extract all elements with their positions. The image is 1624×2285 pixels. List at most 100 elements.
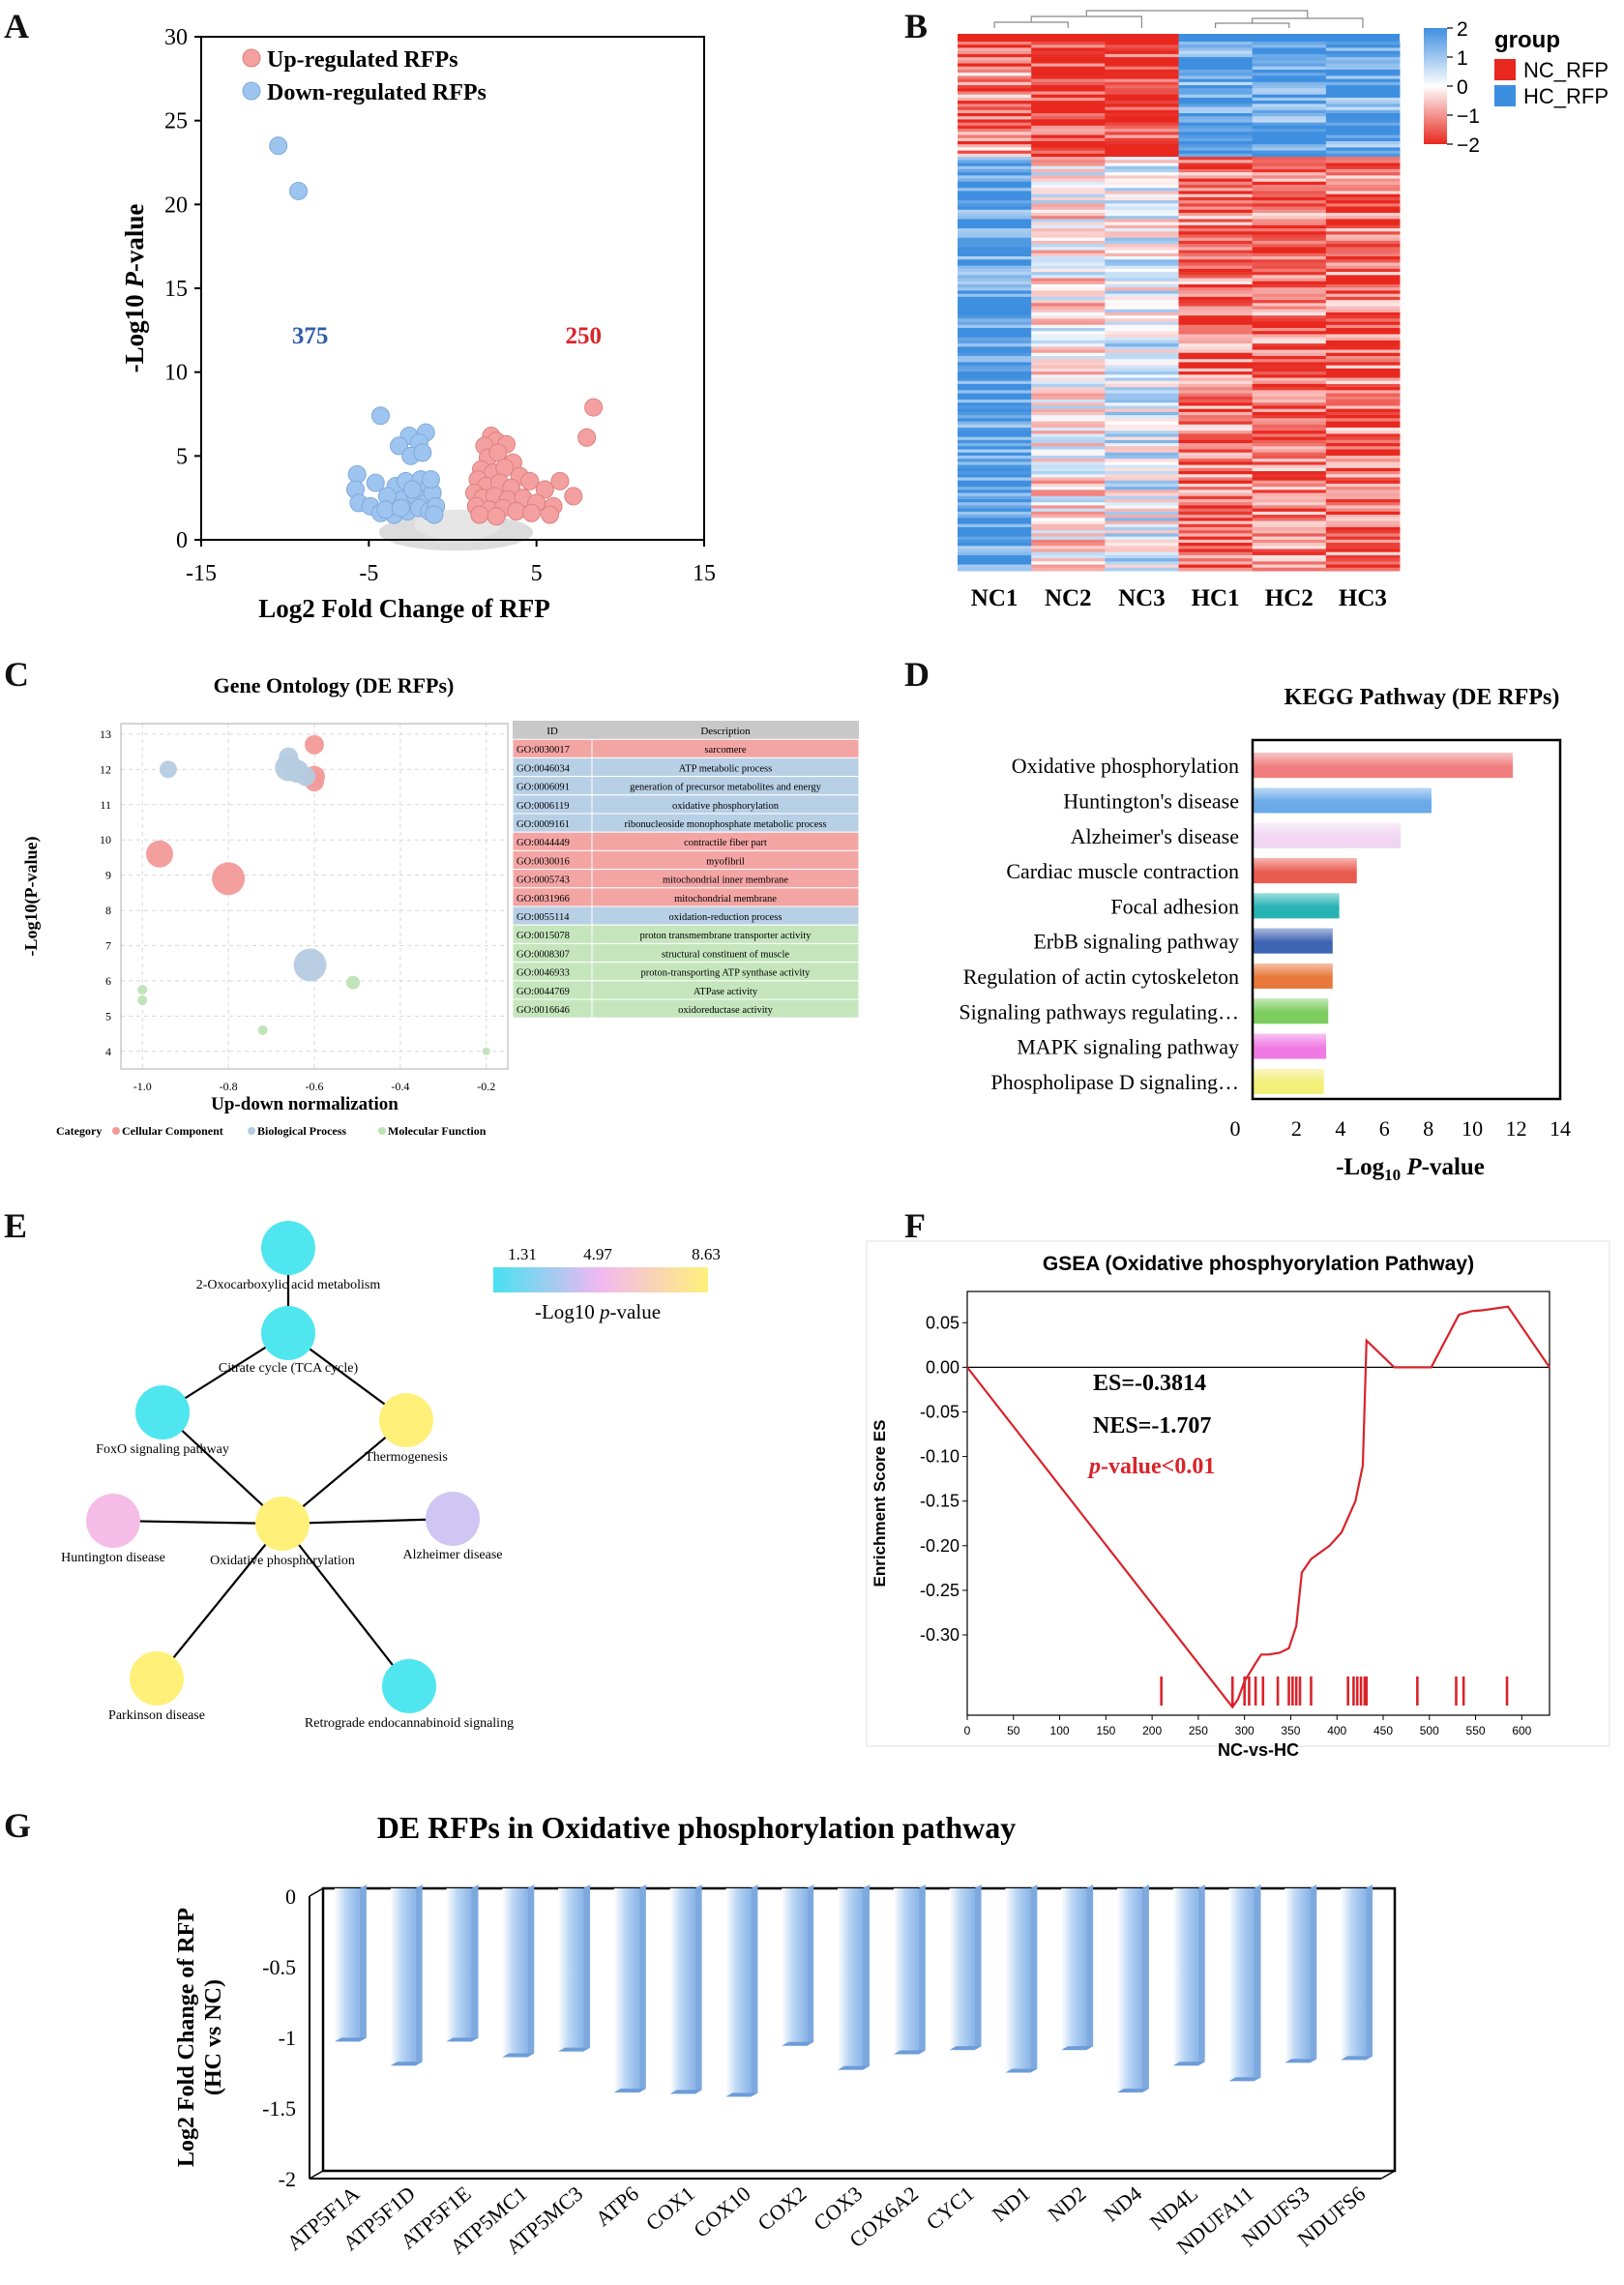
heatmap-cell: [1252, 47, 1327, 52]
heatmap-cell: [958, 181, 1032, 186]
heatmap-cell: [958, 193, 1032, 198]
heatmap-cell: [958, 331, 1032, 335]
heatmap-cell: [1178, 449, 1254, 454]
legend-marker: [242, 81, 261, 101]
heatmap-cell: [1325, 181, 1401, 186]
heatmap-cell: [1031, 561, 1106, 566]
heatmap-cell: [1031, 346, 1106, 351]
heatmap-cell: [1031, 144, 1106, 148]
heatmap-cell: [1105, 132, 1179, 136]
scale-tick-label: −2: [1457, 134, 1480, 157]
heatmap-cell: [1105, 383, 1179, 388]
heatmap-cell: [1252, 188, 1327, 192]
heatmap-cell: [1178, 50, 1254, 55]
heatmap-cell: [1252, 244, 1327, 248]
heatmap-cell: [958, 290, 1032, 295]
category-label: Regulation of actin cytoskeleton: [963, 964, 1239, 989]
heatmap-cell: [958, 125, 1032, 130]
heatmap-cell: [1031, 165, 1106, 170]
heatmap-cell: [958, 185, 1032, 189]
heatmap-cell: [1031, 567, 1106, 572]
heatmap-cell: [958, 281, 1032, 285]
table-row: GO:0009161 ribonucleoside monophosphate m…: [512, 813, 860, 833]
heatmap-cell: [1325, 464, 1401, 469]
category-label: ErbB signaling pathway: [1033, 930, 1239, 954]
heatmap-cell: [1178, 343, 1254, 347]
heatmap-cell: [1178, 492, 1254, 497]
heatmap-cell: [1031, 352, 1106, 357]
heatmap-cell: [1252, 408, 1327, 413]
go-bubble-chart: Gene Ontology (DE RFPs) 4 5 6 7 8 9 10 11 12 13 -1.…: [21, 673, 860, 1138]
heatmap-cell: [1105, 337, 1179, 341]
heatmap-cell: [1325, 365, 1401, 370]
heatmap-cell: [1325, 515, 1401, 519]
heatmap-cell: [1178, 405, 1254, 410]
network-node: [382, 1659, 436, 1713]
heatmap-cell: [1031, 415, 1106, 419]
heatmap-cell: [1325, 349, 1401, 354]
heatmap-cell: [1252, 340, 1327, 344]
bubble: [293, 948, 327, 982]
heatmap-cell: [1105, 224, 1179, 229]
heatmap-cell: [1105, 455, 1179, 460]
heatmap-cell: [1178, 411, 1254, 416]
heatmap-cell: [1325, 343, 1401, 347]
heatmap-cell: [1031, 546, 1106, 549]
table-row: GO:0044769 ATPase activity: [512, 980, 860, 1000]
bar: [669, 1888, 695, 2094]
y-tick-label: 13: [100, 727, 111, 741]
bar: [558, 1888, 584, 2052]
heatmap-cell: [1031, 433, 1106, 438]
heatmap-cell: [1252, 449, 1327, 454]
bar: [613, 1888, 639, 2092]
heatmap-cell: [1031, 495, 1106, 500]
heatmap-cell: [1031, 355, 1106, 360]
heatmap-cell: [1105, 63, 1179, 68]
heatmap-cell: [958, 101, 1032, 104]
heatmap-cell: [1252, 380, 1327, 385]
heatmap-cell: [1031, 247, 1106, 252]
heatmap-cell: [1105, 530, 1179, 534]
y-tick-label: 7: [105, 939, 111, 953]
heatmap-cell: [958, 147, 1032, 152]
heatmap-cell: [1031, 53, 1106, 58]
y-tick-label: 30: [164, 25, 188, 50]
heatmap-cell: [1252, 290, 1327, 295]
heatmap-cell: [1105, 209, 1179, 214]
heatmap-cell: [1031, 362, 1106, 367]
heatmap-cell: [1105, 85, 1179, 89]
heatmap-cell: [1252, 109, 1327, 114]
heatmap-cell: [1325, 396, 1401, 401]
heatmap-cell: [1325, 362, 1401, 367]
heatmap-cell: [1252, 498, 1327, 503]
heatmap-cell: [1178, 427, 1254, 431]
heatmap-cell: [1325, 355, 1401, 360]
heatmap-cell: [1325, 119, 1401, 124]
table-row: GO:0044449 contractile fiber part: [512, 831, 860, 851]
heatmap-cell: [1105, 520, 1179, 525]
heatmap-cell: [1105, 237, 1179, 242]
heatmap-cell: [1178, 237, 1254, 242]
heatmap-cell: [1105, 459, 1179, 462]
heatmap-cell: [1178, 400, 1254, 403]
heatmap-cell: [1031, 66, 1106, 71]
dendrogram: [993, 10, 1364, 28]
chart-title: GSEA (Oxidative phosphyorylation Pathway…: [1043, 1253, 1474, 1275]
data-point: [550, 471, 570, 490]
heatmap-cell: [1031, 137, 1106, 142]
kegg-bar-chart: KEGG Pathway (DE RFPs) Oxidative phosphor…: [959, 685, 1571, 1184]
heatmap-cell: [958, 368, 1032, 372]
heatmap-cell: [1105, 244, 1179, 248]
heatmap-cell: [1178, 81, 1254, 86]
y-tick-label: 20: [164, 193, 188, 218]
heatmap-cell: [958, 402, 1032, 406]
y-tick-label: -0.10: [920, 1447, 960, 1467]
heatmap-cell: [1325, 315, 1401, 319]
heatmap-cell: [1178, 293, 1254, 298]
heatmap-cell: [1252, 418, 1327, 423]
heatmap-cell: [1252, 222, 1327, 226]
heatmap-cell: [1105, 116, 1179, 120]
heatmap-cell: [1105, 172, 1179, 176]
heatmap-cell: [1178, 355, 1254, 360]
heatmap-cell: [1031, 200, 1106, 204]
